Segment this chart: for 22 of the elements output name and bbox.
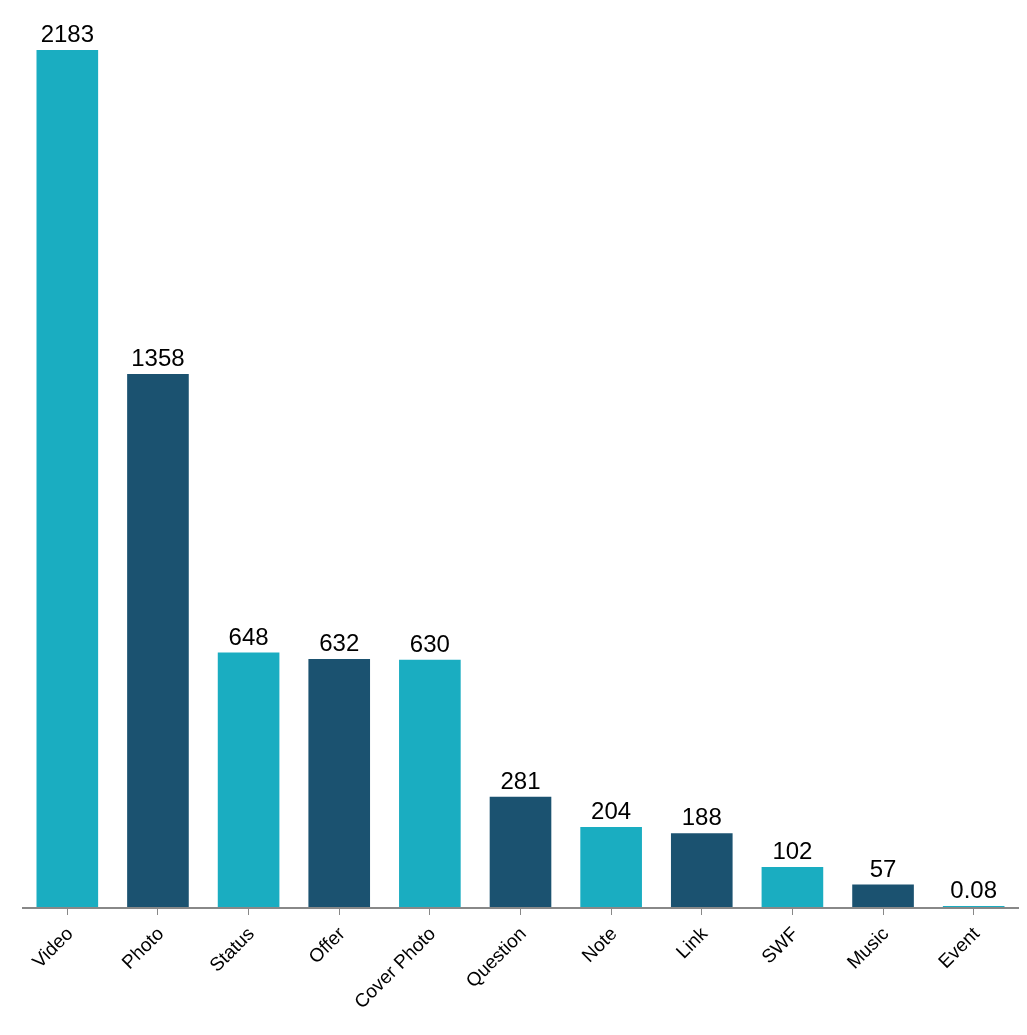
data-label: 630 <box>409 629 450 657</box>
data-label: 1358 <box>131 343 185 371</box>
data-label: 0.08 <box>950 876 998 903</box>
data-label: 57 <box>869 854 897 882</box>
bar <box>580 826 642 907</box>
bar <box>127 373 189 907</box>
bar <box>399 659 461 907</box>
bar <box>761 866 824 907</box>
bar <box>308 658 371 907</box>
data-label: 632 <box>319 628 360 656</box>
bar <box>489 796 552 907</box>
bar <box>852 884 914 907</box>
bar <box>670 833 733 907</box>
data-label: 188 <box>681 803 722 831</box>
data-label: 648 <box>228 622 269 650</box>
x-tick-label: Link <box>671 922 712 963</box>
data-label: 281 <box>500 766 541 794</box>
data-label: 2183 <box>40 20 95 47</box>
bar <box>217 652 280 907</box>
bar <box>36 50 99 907</box>
data-label: 204 <box>591 796 632 824</box>
data-label: 102 <box>772 836 813 864</box>
